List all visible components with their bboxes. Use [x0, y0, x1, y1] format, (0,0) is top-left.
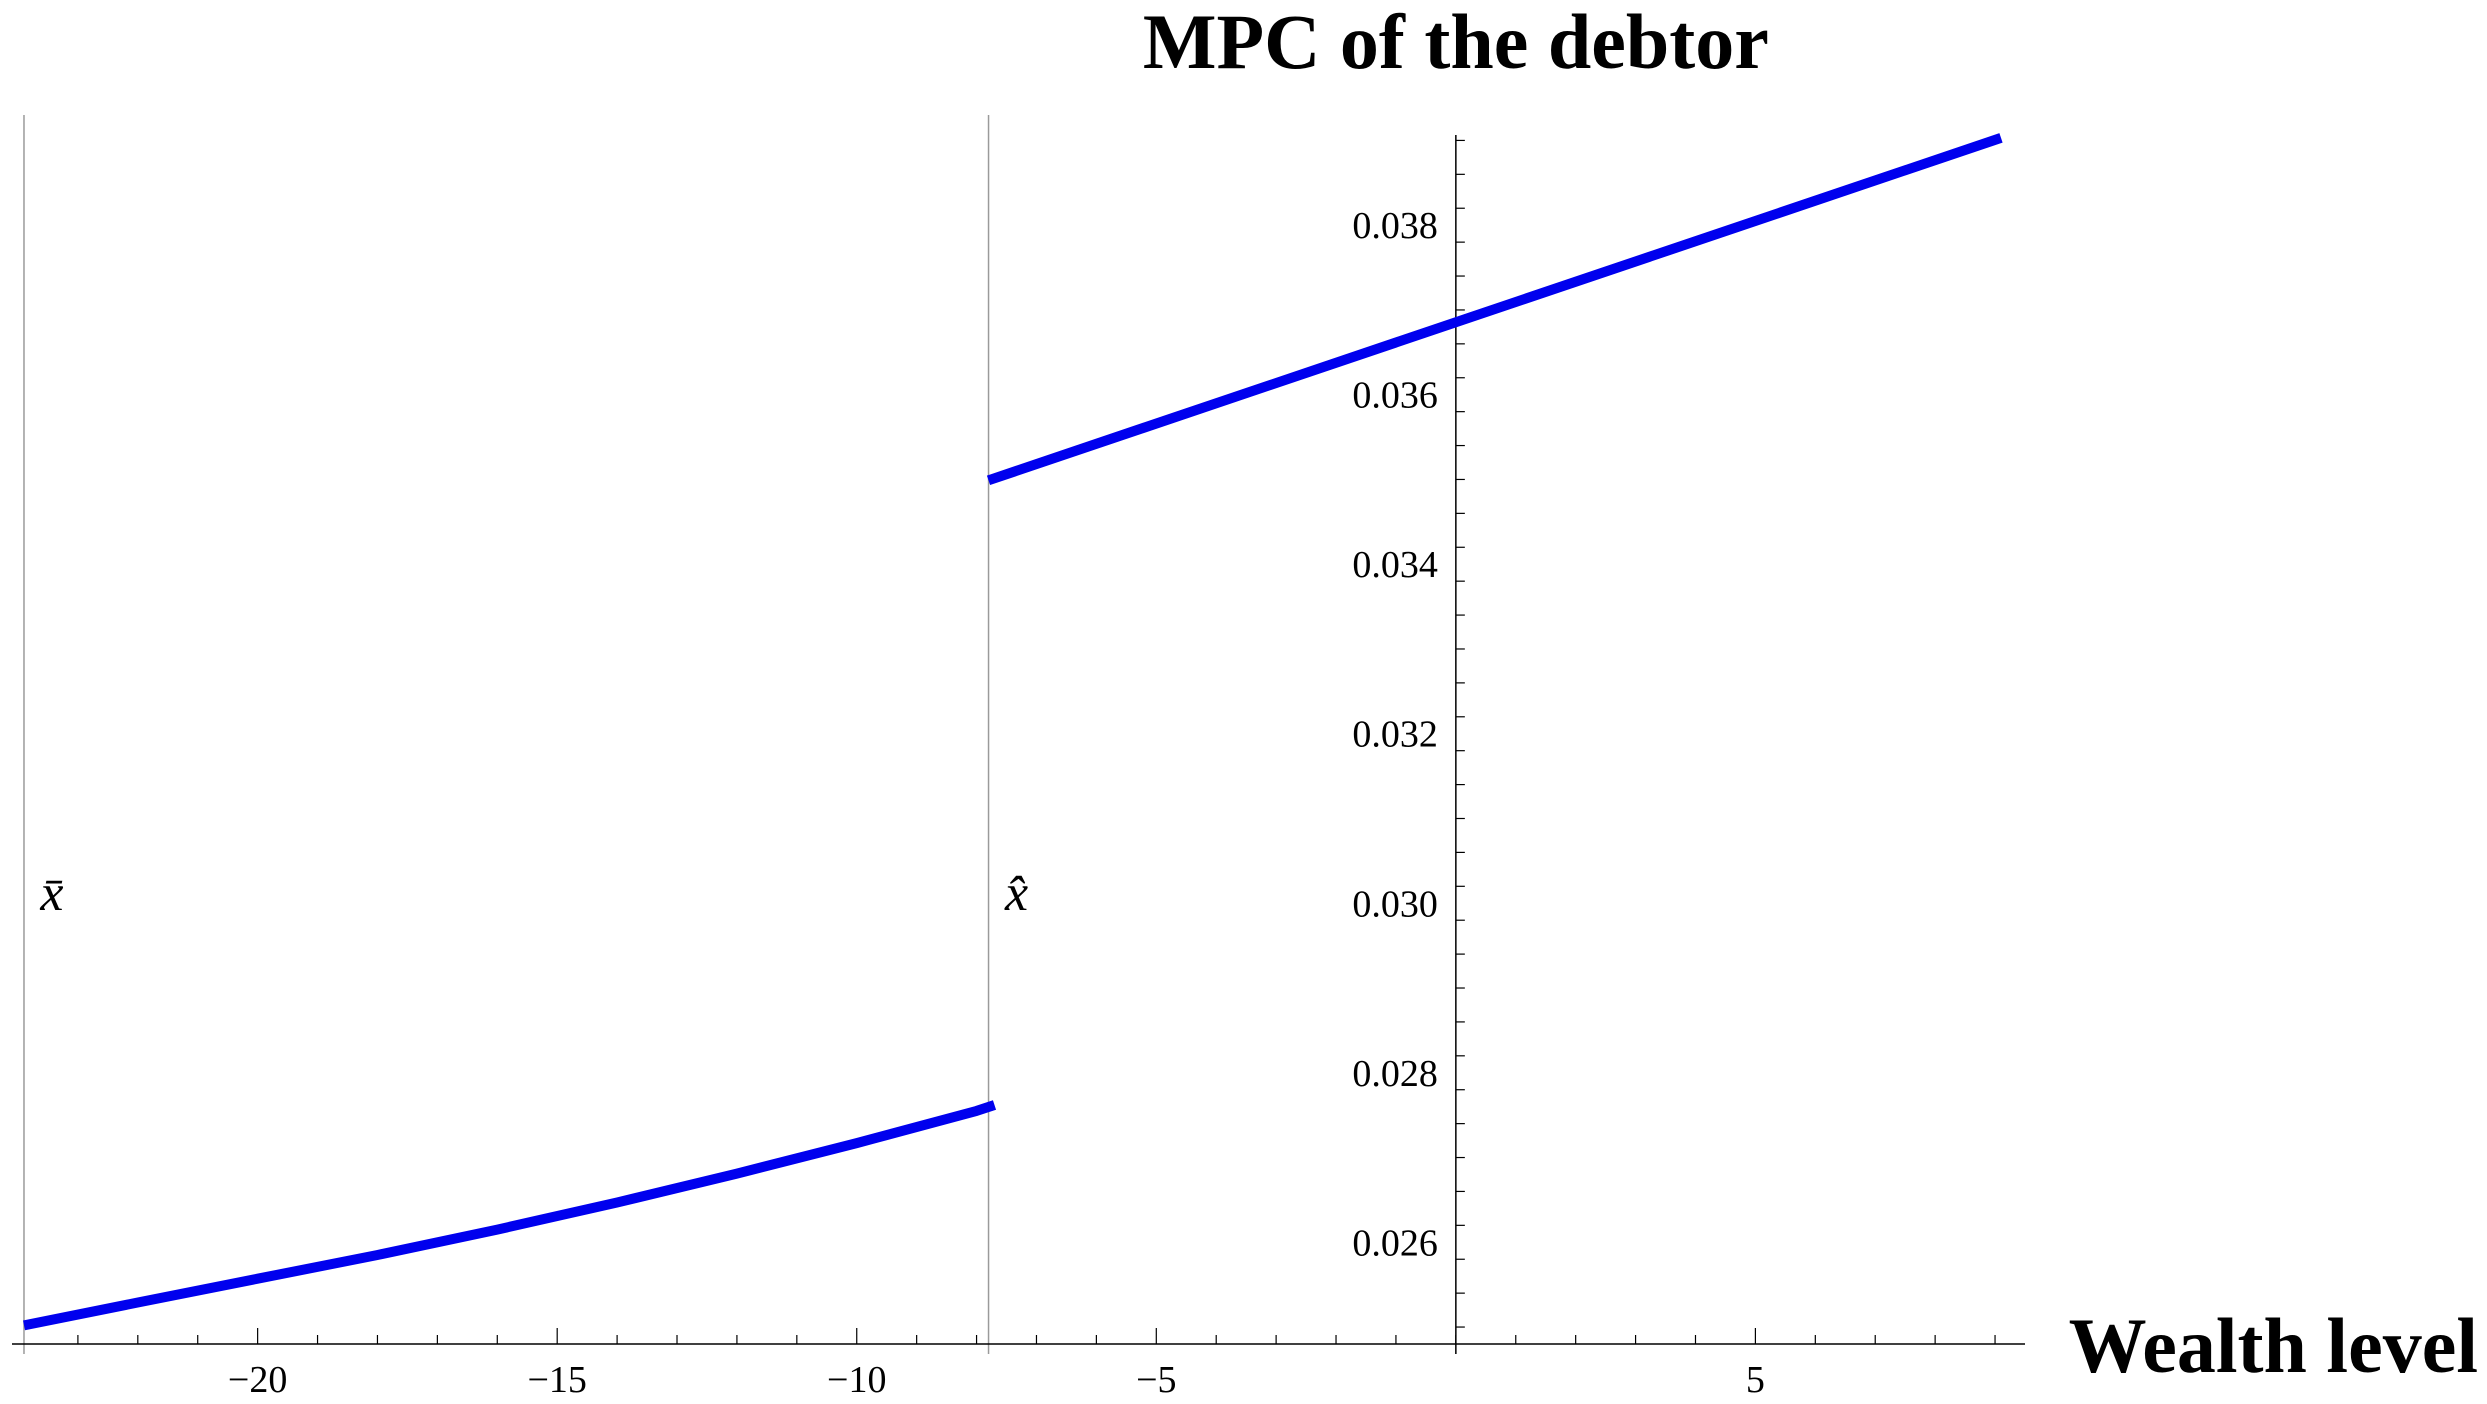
series-line-1: [986, 133, 2003, 486]
y-tick-label: 0.030: [1352, 883, 1438, 925]
vertical-line-label-1: x̂: [1004, 865, 1028, 922]
vertical-line-label-0: x̄: [39, 865, 63, 922]
x-tick-label: −15: [527, 1359, 586, 1401]
x-tick-label: −20: [228, 1359, 287, 1401]
y-tick-label: 0.034: [1352, 544, 1438, 586]
x-tick-label: −5: [1136, 1359, 1176, 1401]
y-tick-label: 0.026: [1352, 1222, 1438, 1264]
y-tick-label: 0.038: [1352, 205, 1438, 247]
x-axis-title: Wealth level: [2069, 1302, 2478, 1389]
x-tick-label: −10: [827, 1359, 886, 1401]
x-tick-label: 5: [1746, 1359, 1765, 1401]
axes: −20 −15 −10 −5 5 0.0260.0280.0300.0320.0340.…: [12, 135, 2025, 1401]
y-ticks: 0.026 0.028 0.030 0.032 0.034 0.036 0.038: [1352, 139, 1465, 1328]
series-line-0: [23, 1100, 997, 1331]
y-tick-label: 0.036: [1352, 375, 1438, 417]
y-axis-title: MPC of the debtor: [1143, 0, 1769, 85]
x-ticks: −20 −15 −10 −5 5: [77, 1328, 1996, 1401]
y-tick-label: 0.028: [1352, 1053, 1438, 1095]
series-layer: [23, 133, 2003, 1331]
vertical-reference-lines: x̄ x̂: [23, 115, 1028, 1354]
y-tick-label: 0.032: [1352, 714, 1438, 756]
